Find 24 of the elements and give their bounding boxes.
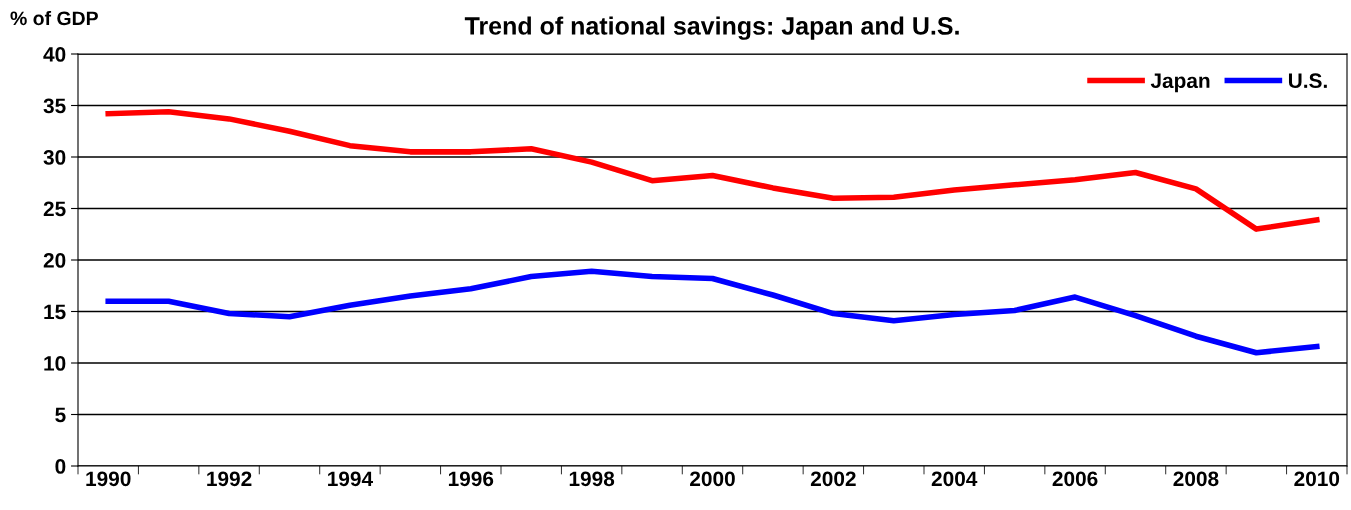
y-tick-label: 10: [44, 356, 66, 371]
y-axis-title: % of GDP: [10, 10, 98, 26]
y-tick-label: 30: [43, 150, 66, 165]
x-tick-label: 1998: [569, 471, 615, 487]
y-tick-label: 35: [43, 98, 66, 114]
x-tick-label: 2000: [690, 471, 735, 487]
x-tick-label: 2006: [1052, 471, 1098, 487]
y-tick-label: 5: [55, 407, 66, 423]
x-tick-label: 2010: [1294, 471, 1340, 487]
legend-label: U.S.: [1288, 73, 1327, 89]
y-tick-label: 40: [43, 47, 66, 62]
x-tick-label: 1992: [207, 471, 252, 487]
y-tick-label: 0: [55, 459, 66, 474]
x-tick-label: 2004: [931, 471, 978, 487]
x-tick-label: 1996: [448, 471, 494, 487]
x-tick-label: 1990: [86, 471, 131, 487]
x-tick-label: 2002: [810, 471, 856, 487]
x-tick-label: 2008: [1173, 471, 1219, 487]
chart-title: Trend of national savings: Japan and U.S.: [464, 16, 959, 40]
legend-label: Japan: [1150, 73, 1210, 93]
y-tick-label: 25: [43, 201, 66, 217]
y-tick-label: 20: [43, 253, 66, 268]
x-tick-label: 1994: [328, 471, 373, 487]
y-tick-label: 15: [44, 304, 66, 320]
